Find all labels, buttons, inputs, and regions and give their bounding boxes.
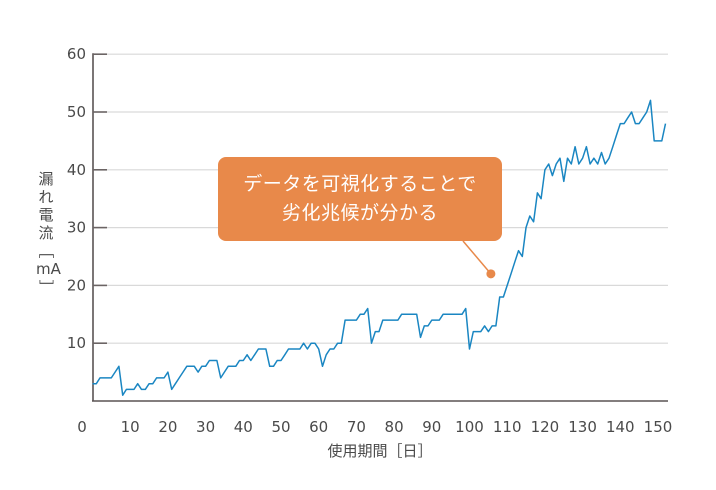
leakage-current-line [92, 99, 667, 396]
x-axis-ticks: 0 10 20 30 40 50 60 70 80 90 100 110 120 130 140 150 [77, 418, 672, 436]
callout-line-1: データを可視化することで [243, 173, 477, 195]
x-tick-label: 100 [455, 418, 484, 436]
annotation-callout: データを可視化することで 劣化兆候が分かる [218, 157, 502, 241]
x-tick-label: 30 [196, 418, 215, 436]
y-tick-label: 50 [67, 103, 86, 121]
x-tick-label: 50 [271, 418, 290, 436]
x-tick-label: 120 [531, 418, 560, 436]
y-axis-title-char: ］ [37, 279, 55, 295]
callout-leader-line [462, 240, 492, 275]
y-tick-label: 60 [67, 45, 86, 63]
y-axis-title-char: 電 [38, 206, 54, 224]
y-tick-label: 40 [67, 161, 86, 179]
y-axis-title-char: mA [36, 260, 61, 278]
x-tick-label: 80 [385, 418, 404, 436]
y-tick-label: 30 [67, 219, 86, 237]
x-tick-label: 110 [493, 418, 522, 436]
x-tick-label: 130 [568, 418, 597, 436]
y-tick-label: 20 [67, 276, 86, 294]
x-tick-label: 70 [347, 418, 366, 436]
x-axis-title: 使用期間［日］ [327, 442, 432, 460]
y-axis-ticks: 10 20 30 40 50 60 [67, 45, 107, 352]
callout-marker-dot [486, 269, 496, 279]
y-tick-label: 10 [67, 334, 86, 352]
x-tick-label: 10 [121, 418, 140, 436]
y-axis-title: 漏れ電流 ［ mA ］ [36, 170, 61, 296]
x-tick-label: 20 [158, 418, 177, 436]
x-tick-label: 40 [234, 418, 253, 436]
x-tick-label: 0 [77, 418, 87, 436]
y-axis-title-char: 流 [38, 224, 54, 242]
y-axis-title-char: 漏 [38, 170, 54, 188]
callout-line-2: 劣化兆候が分かる [281, 202, 438, 224]
x-tick-label: 140 [606, 418, 635, 436]
x-tick-label: 150 [644, 418, 673, 436]
y-axis-title-char: ［ [37, 243, 55, 259]
y-axis-title-char: れ [38, 188, 54, 206]
x-tick-label: 90 [422, 418, 441, 436]
x-tick-label: 60 [309, 418, 328, 436]
